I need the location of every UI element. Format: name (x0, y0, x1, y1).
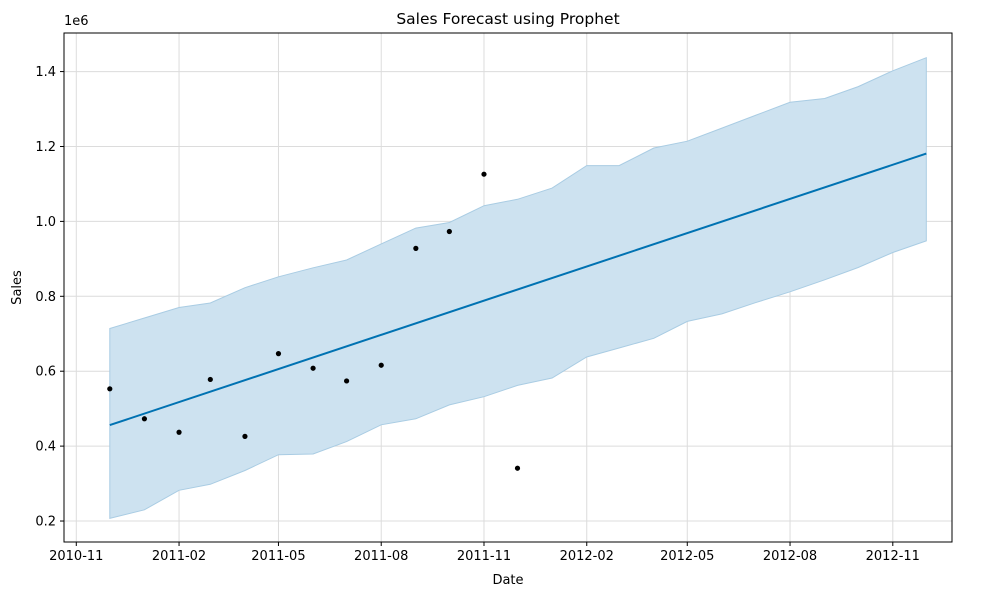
x-axis-ticks: 2010-11 2011-02 2011-05 2011-08 2011-11 2012-… (49, 542, 920, 564)
x-tick-label: 2012-08 (763, 549, 817, 564)
data-point (514, 465, 521, 471)
data-point (310, 365, 316, 371)
x-tick-label: 2011-11 (457, 549, 511, 564)
data-point (446, 228, 452, 235)
data-point (343, 378, 350, 384)
x-tick-label: 2011-08 (354, 549, 408, 564)
data-point (275, 351, 282, 357)
y-axis-ticks: 0.2 0.4 0.6 0.8 1.0 1.2 1.4 (35, 65, 64, 530)
y-tick-label: 0.4 (35, 440, 56, 455)
chart-title: Sales Forecast using Prophet (396, 10, 619, 28)
y-axis-label: Sales (10, 270, 25, 305)
y-axis-offset-label: 1e6 (64, 14, 89, 29)
y-tick-label: 0.8 (35, 290, 56, 305)
data-point (107, 386, 113, 392)
y-tick-label: 1.4 (35, 65, 56, 80)
forecast-line (109, 152, 927, 427)
data-point (413, 245, 419, 251)
actual-data-points (107, 171, 521, 471)
uncertainty-interval-band (109, 56, 927, 520)
plot-frame (63, 32, 953, 543)
x-axis-label: Date (492, 573, 523, 588)
x-tick-label: 2010-11 (49, 549, 103, 564)
data-point (207, 376, 213, 383)
x-tick-label: 2012-05 (660, 549, 714, 564)
y-tick-label: 1.0 (35, 215, 56, 230)
x-tick-label: 2012-02 (560, 549, 614, 564)
x-tick-label: 2012-11 (866, 549, 920, 564)
data-point (242, 433, 248, 439)
y-tick-label: 1.2 (35, 140, 56, 155)
data-point (481, 171, 487, 177)
data-point (176, 429, 182, 435)
data-point (141, 416, 148, 422)
x-tick-label: 2011-05 (251, 549, 305, 564)
data-point (378, 362, 384, 368)
y-tick-label: 0.2 (35, 515, 56, 530)
y-tick-label: 0.6 (35, 365, 56, 380)
x-tick-label: 2011-02 (152, 549, 206, 564)
